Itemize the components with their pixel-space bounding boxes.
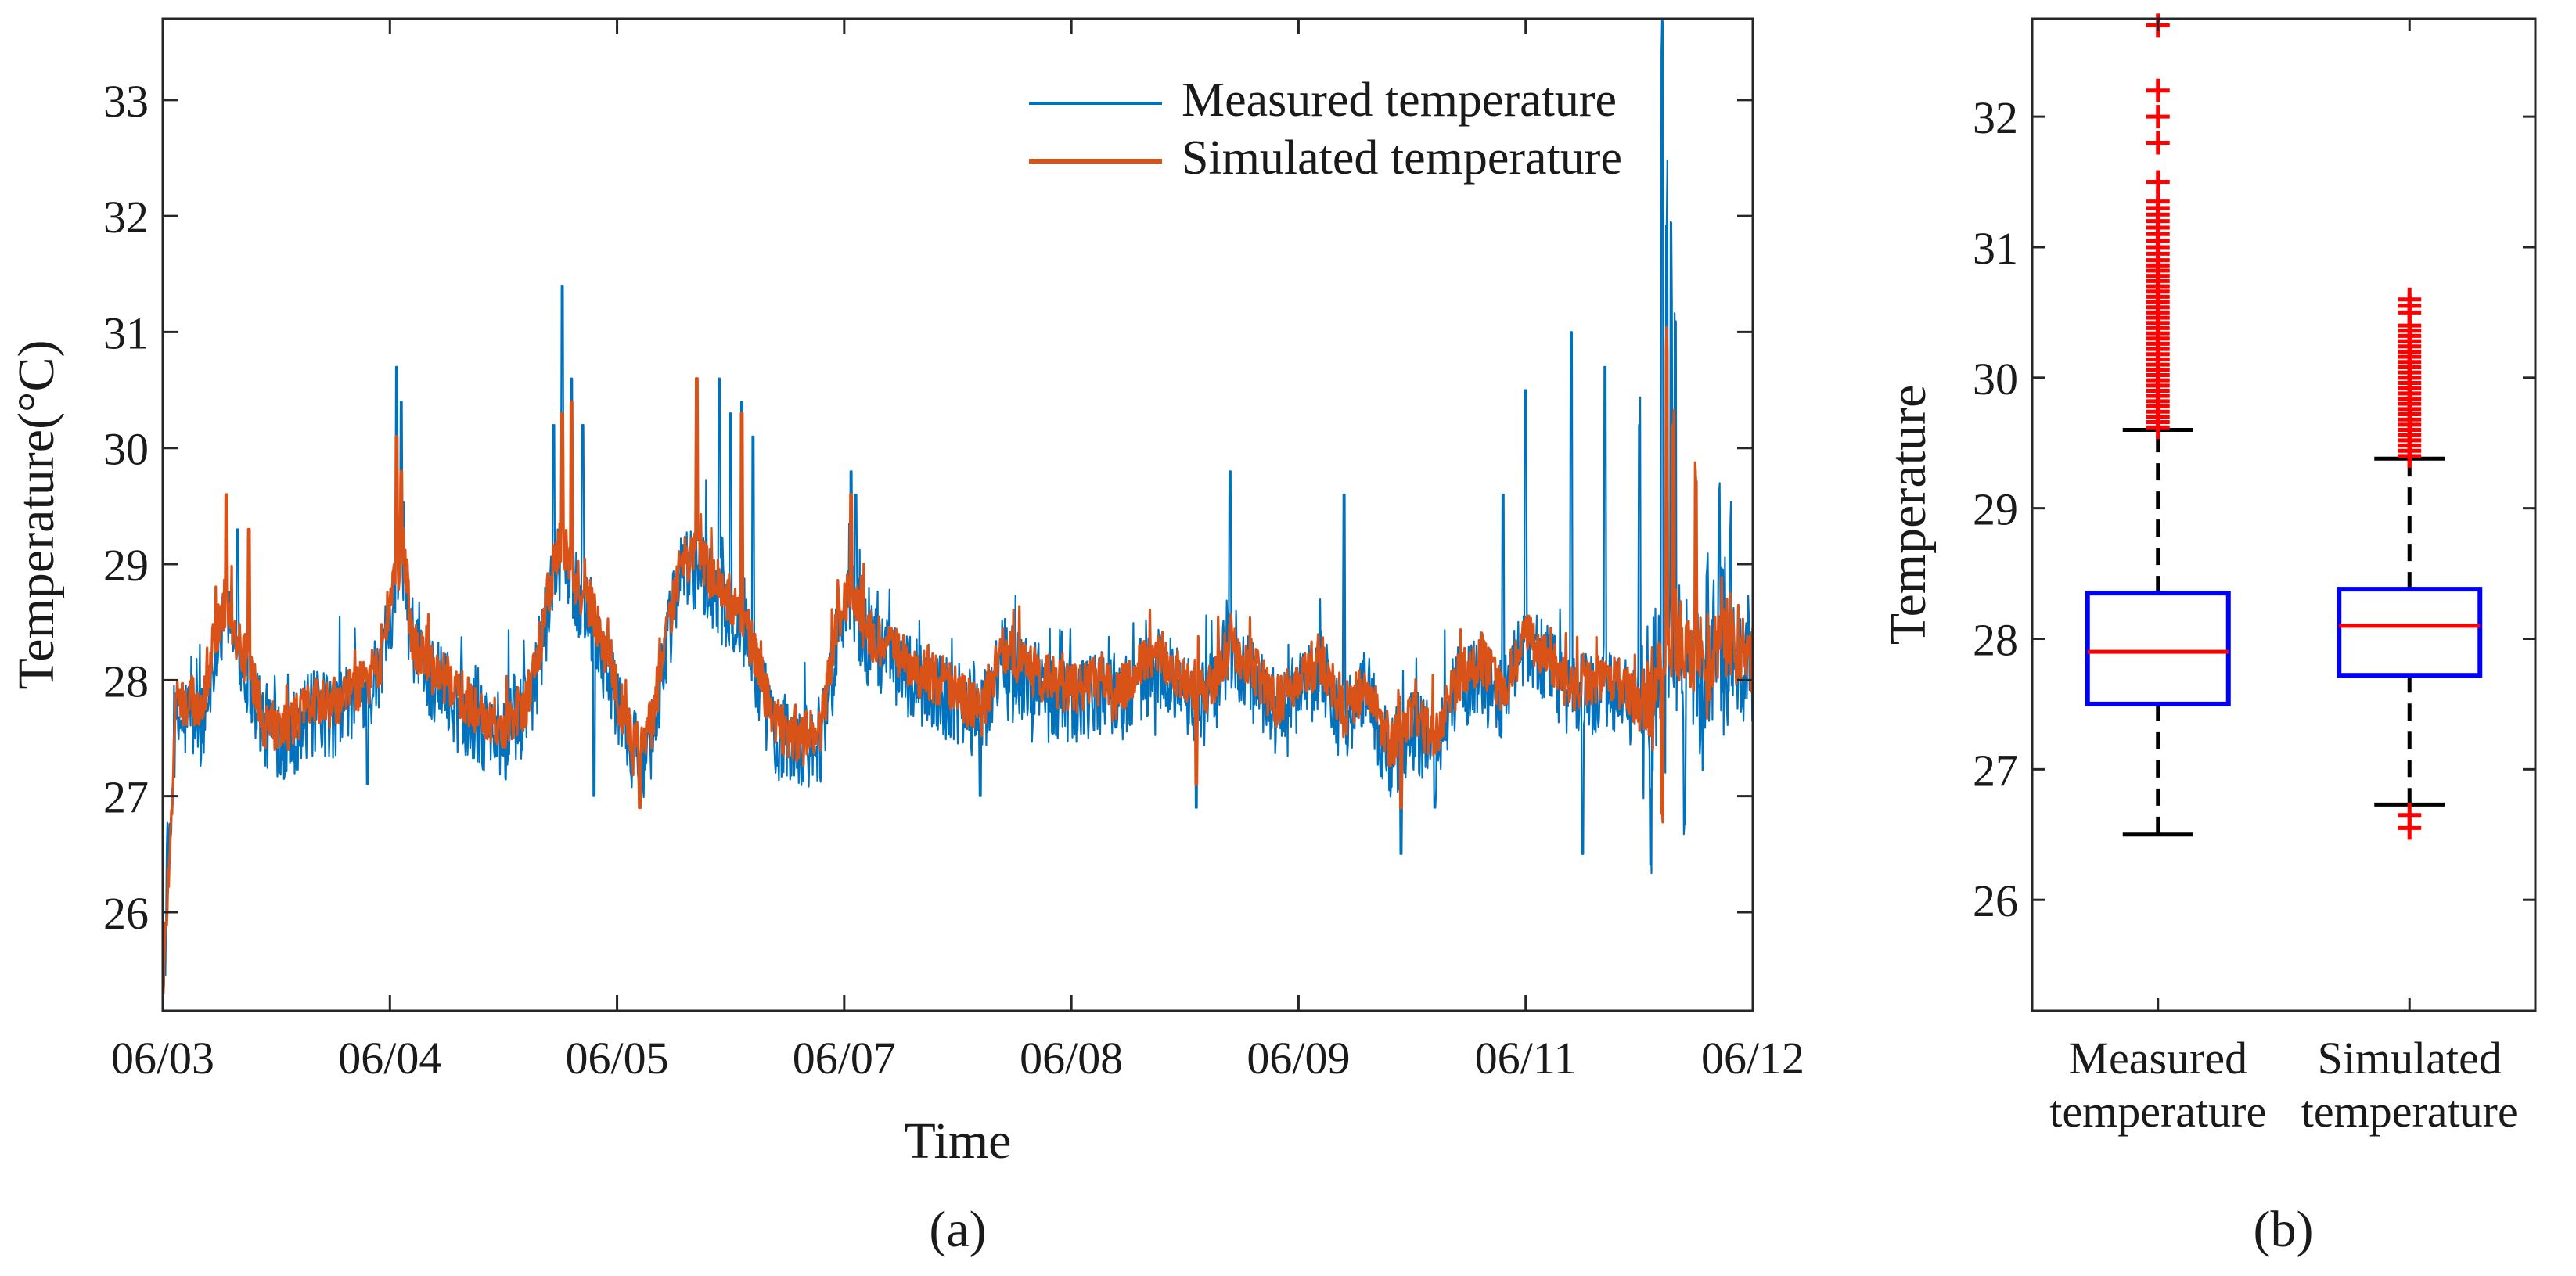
panel-a-ytick-label: 32	[103, 192, 149, 243]
outlier-marker	[2146, 105, 2170, 129]
panel-b-label: (b)	[2254, 1201, 2314, 1258]
panel-a-ticks: 26 27 28 29 30 31 32 33 06/03 06/04 06/05 06/07 06/0…	[103, 19, 1804, 1084]
panel-b-category-label: Simulated	[2318, 1033, 2502, 1084]
panel-a-series	[162, 17, 1754, 995]
panel-a-ytick-label: 29	[103, 540, 149, 591]
panel-b-axes-box	[2031, 17, 2537, 1012]
panel-a-xtick-label: 06/11	[1475, 1033, 1577, 1084]
panel-b-plot-area	[2032, 19, 2535, 1011]
panel-b-ytick-label: 26	[1973, 875, 2018, 926]
panel-b: 26272829303132MeasuredtemperatureSimulat…	[1880, 13, 2537, 1258]
panel-b-ytick-label: 27	[1973, 745, 2018, 796]
outlier-marker	[2398, 287, 2422, 311]
panel-a-ytick-label: 31	[103, 307, 149, 358]
panel-a-xlabel: Time	[905, 1112, 1012, 1170]
series-line-simulated-temperature	[162, 325, 1754, 995]
panel-b-ytick-label: 29	[1973, 484, 2018, 535]
outlier-marker	[2398, 803, 2422, 827]
outlier-marker	[2146, 170, 2170, 194]
panel-a-legend: Measured temperature Simulated temperatu…	[1029, 74, 1622, 185]
outlier-marker	[2146, 131, 2170, 155]
panel-a-ytick-label: 27	[103, 772, 149, 823]
legend-label-simulated: Simulated temperature	[1182, 131, 1622, 185]
panel-b-ytick-label: 31	[1973, 223, 2018, 274]
box-iqr	[2337, 587, 2483, 678]
panel-a-ytick-label: 26	[103, 888, 149, 939]
panel-a-xtick-label: 06/09	[1247, 1033, 1350, 1084]
panel-a-xtick-label: 06/07	[793, 1033, 896, 1084]
panel-a-xtick-label: 06/05	[566, 1033, 669, 1084]
panel-b-category-label: temperature	[2049, 1086, 2266, 1137]
legend-label-measured: Measured temperature	[1182, 74, 1617, 127]
panel-a-ytick-label: 33	[103, 76, 149, 127]
panel-b-ytick-label: 32	[1973, 92, 2018, 143]
panel-b-ytick-label: 30	[1973, 354, 2018, 404]
panel-b-ticks: 26272829303132MeasuredtemperatureSimulat…	[1973, 19, 2535, 1137]
panel-a-ytick-label: 30	[103, 424, 149, 475]
box-iqr	[2085, 591, 2231, 706]
panel-a: 26 27 28 29 30 31 32 33 06/03 06/04 06/05 06/07 06/0…	[8, 17, 1804, 1258]
panel-a-label: (a)	[929, 1201, 986, 1258]
panel-a-xtick-label: 06/04	[338, 1033, 441, 1084]
outlier-marker	[2146, 78, 2170, 102]
panel-a-plot-area	[163, 19, 1753, 1011]
panel-a-xtick-label: 06/08	[1020, 1033, 1123, 1084]
box-measured-temperature	[2085, 13, 2231, 837]
outlier-marker	[2146, 189, 2170, 214]
panel-b-category-label: temperature	[2301, 1086, 2518, 1137]
panel-b-ylabel: Temperature	[1880, 385, 1937, 645]
panel-b-ytick-label: 28	[1973, 615, 2018, 666]
series-line-measured-temperature	[162, 17, 1754, 994]
panel-a-ylabel: Temperature(°C)	[8, 340, 65, 690]
panel-b-category-label: Measured	[2068, 1033, 2247, 1084]
box-simulated-temperature	[2337, 287, 2483, 840]
panel-a-xtick-label: 06/12	[1701, 1033, 1804, 1084]
panel-a-xtick-label: 06/03	[111, 1033, 214, 1084]
panel-a-ytick-label: 28	[103, 656, 149, 706]
panel-b-content	[2085, 13, 2483, 840]
panel-a-axes-box	[161, 17, 1754, 1012]
